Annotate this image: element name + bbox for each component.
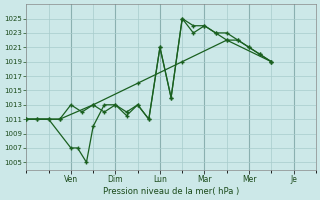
X-axis label: Pression niveau de la mer( hPa ): Pression niveau de la mer( hPa ) — [103, 187, 239, 196]
